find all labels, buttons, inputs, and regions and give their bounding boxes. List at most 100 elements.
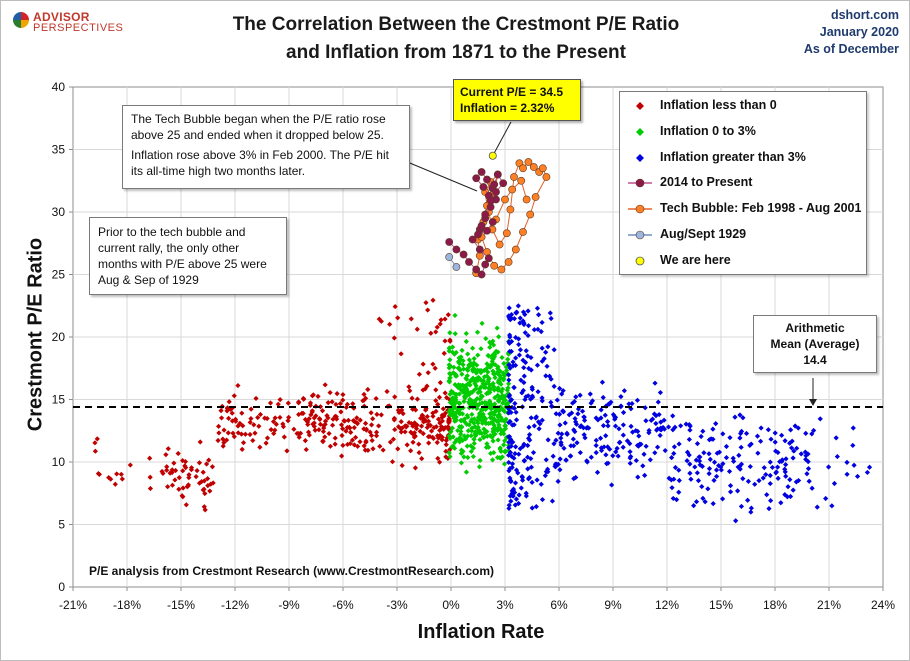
blue-point	[768, 498, 774, 504]
blue-point	[562, 420, 568, 426]
green-point	[473, 383, 479, 389]
green-point	[501, 442, 507, 448]
red-point	[447, 426, 453, 433]
red-point	[216, 430, 222, 436]
blue-point	[523, 490, 529, 496]
green-point	[488, 410, 495, 416]
blue-point	[558, 442, 564, 448]
blue-point	[672, 464, 679, 471]
red-point	[277, 414, 283, 421]
blue-point	[833, 435, 839, 441]
green-point	[446, 345, 453, 351]
red-point	[193, 474, 199, 480]
red-point	[165, 484, 171, 490]
green-point	[465, 428, 471, 434]
blue-point	[790, 487, 796, 493]
blue-point	[508, 436, 514, 442]
callout-connector	[492, 121, 512, 156]
legend-label: Inflation less than 0	[660, 98, 777, 112]
red-point	[268, 427, 274, 433]
blue-point	[706, 471, 712, 477]
red-point	[349, 437, 356, 443]
blue-point	[817, 416, 823, 422]
blue-point	[706, 466, 713, 472]
blue-point	[657, 389, 664, 396]
green-point	[492, 362, 498, 368]
tech-bubble-point	[542, 173, 551, 181]
blue-point	[512, 362, 519, 368]
green-point	[453, 373, 460, 379]
red-point	[425, 370, 431, 376]
red-point	[235, 382, 241, 389]
blue-point	[556, 411, 563, 417]
red-point	[416, 441, 422, 447]
red-point	[443, 442, 449, 448]
green-point	[484, 401, 490, 407]
red-point	[285, 400, 291, 406]
red-point	[235, 430, 241, 436]
red-point	[199, 479, 205, 485]
blue-point	[795, 477, 802, 484]
green-point	[469, 428, 475, 434]
red-point	[441, 350, 447, 356]
blue-point	[788, 427, 794, 433]
blue-point	[790, 455, 796, 461]
blue-point	[569, 410, 575, 416]
green-point	[475, 376, 482, 382]
red-point	[209, 464, 216, 470]
blue-point	[526, 424, 532, 430]
red-point	[119, 476, 125, 482]
green-point	[447, 453, 453, 460]
blue-point	[661, 417, 667, 423]
blue-point	[580, 425, 586, 431]
red-point	[182, 463, 188, 469]
blue-point	[769, 464, 776, 471]
blue-point	[612, 414, 618, 420]
since-2014-point	[481, 260, 490, 269]
blue-point	[787, 440, 793, 446]
red-point	[413, 407, 419, 413]
red-point	[384, 388, 390, 395]
red-point	[208, 481, 214, 487]
red-point	[427, 422, 434, 428]
green-point	[487, 344, 493, 350]
red-point	[240, 423, 246, 429]
blue-point	[795, 425, 801, 431]
red-point	[433, 329, 439, 335]
green-point	[496, 334, 502, 340]
red-point	[315, 393, 321, 399]
blue-point	[506, 314, 512, 320]
red-point	[430, 361, 436, 367]
green-point	[493, 348, 499, 355]
blue-point	[536, 426, 542, 432]
blue-point	[515, 303, 521, 309]
blue-point	[758, 425, 764, 431]
blue-point	[713, 467, 720, 473]
green-point	[450, 399, 456, 406]
blue-point	[533, 414, 540, 420]
blue-point	[694, 470, 700, 476]
blue-point	[513, 409, 519, 415]
red-point	[180, 468, 186, 474]
blue-point	[607, 446, 613, 452]
green-point	[447, 407, 453, 413]
green-point	[478, 384, 484, 390]
since-2014-point	[465, 258, 473, 266]
blue-point	[515, 500, 522, 507]
blue-point	[638, 441, 644, 447]
red-point	[167, 470, 173, 476]
red-point	[326, 430, 332, 437]
legend-marker	[628, 230, 652, 240]
green-point	[447, 330, 453, 336]
red-point	[165, 446, 171, 452]
x-tick-label: -6%	[332, 598, 354, 612]
y-tick-label: 25	[52, 268, 66, 282]
blue-point	[508, 348, 515, 355]
we-are-here-point	[488, 151, 497, 160]
blue-point	[516, 336, 522, 342]
blue-point	[804, 471, 810, 477]
red-point	[127, 462, 133, 468]
red-point	[392, 394, 398, 400]
blue-point	[602, 412, 608, 418]
red-point	[202, 507, 208, 513]
